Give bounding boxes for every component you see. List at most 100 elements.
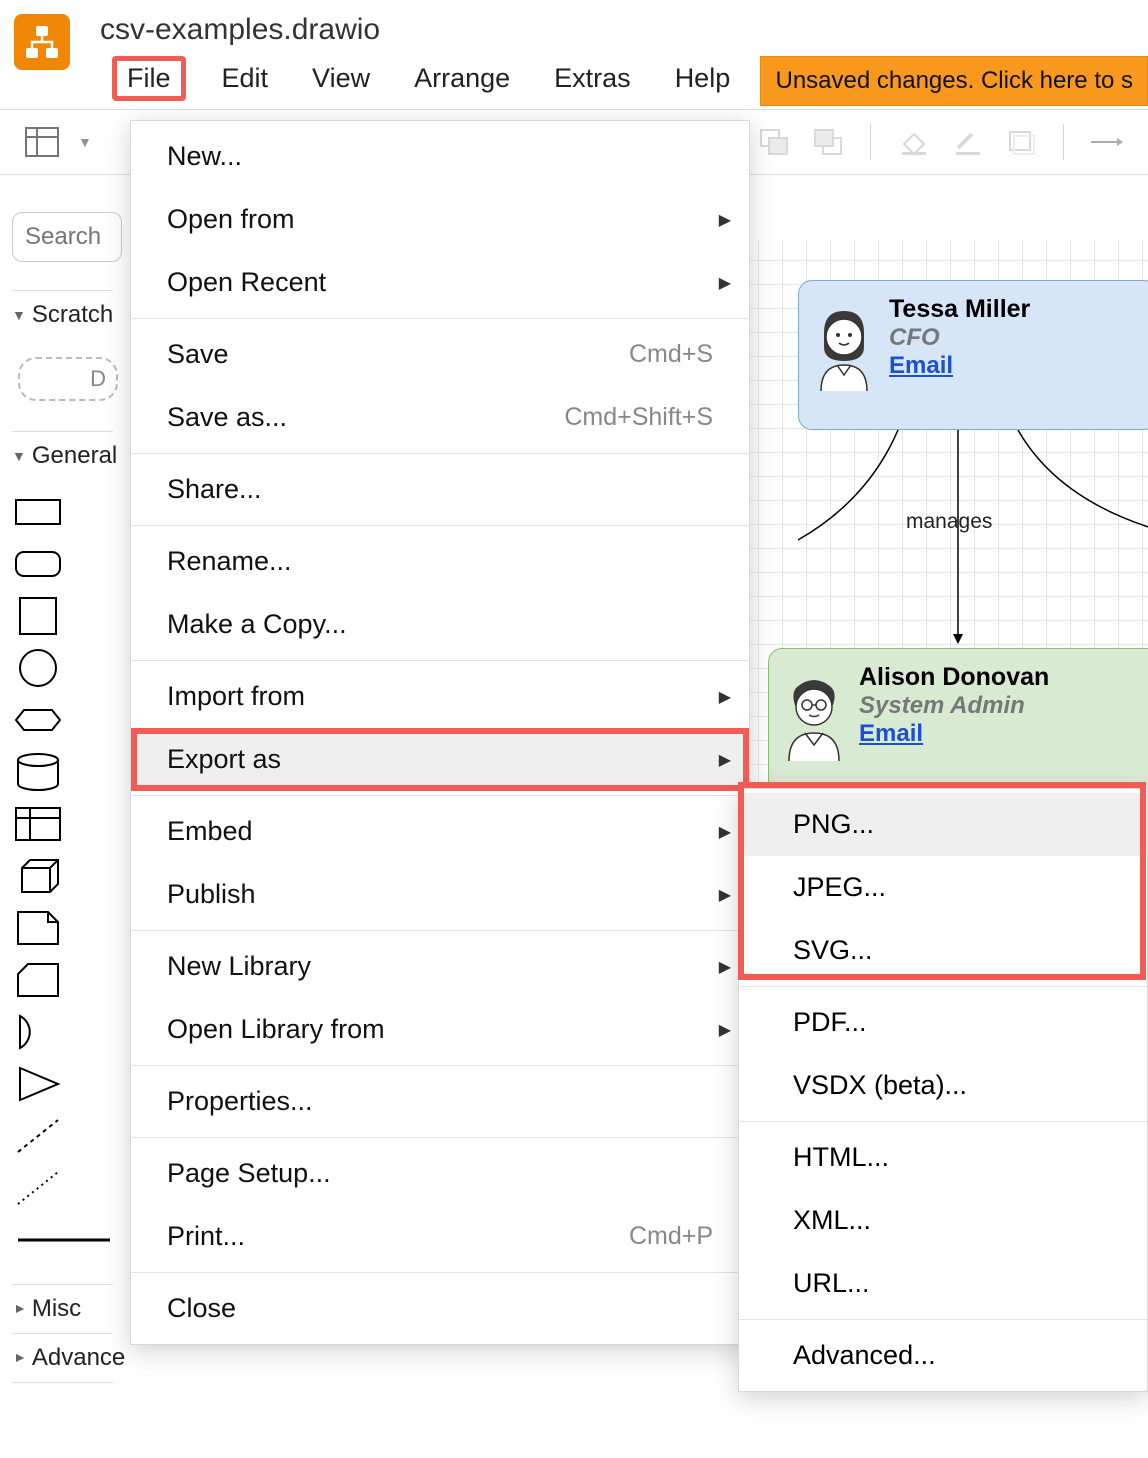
submenu-arrow-icon: ▶ bbox=[719, 822, 731, 842]
menu-item-close[interactable]: Close bbox=[131, 1277, 749, 1340]
export-item-url[interactable]: URL... bbox=[739, 1252, 1147, 1315]
shape-note[interactable] bbox=[14, 908, 62, 948]
menu-item-properties[interactable]: Properties... bbox=[131, 1070, 749, 1133]
shapes-palette bbox=[12, 480, 113, 1284]
menu-file[interactable]: File bbox=[112, 56, 186, 101]
menu-item-new[interactable]: New... bbox=[131, 125, 749, 188]
submenu-arrow-icon: ▶ bbox=[719, 1020, 731, 1040]
shape-dotline[interactable] bbox=[14, 1168, 62, 1208]
document-title[interactable]: csv-examples.drawio bbox=[100, 13, 380, 47]
menu-item-import-from[interactable]: Import from ▶ bbox=[131, 665, 749, 728]
menu-item-label: Save bbox=[167, 339, 229, 370]
node-tessa[interactable]: Tessa Miller CFO Email bbox=[798, 280, 1148, 430]
menu-help[interactable]: Help bbox=[667, 57, 739, 100]
submenu-arrow-icon: ▶ bbox=[719, 750, 731, 770]
node-email-link[interactable]: Email bbox=[889, 352, 953, 379]
shape-hexagon[interactable] bbox=[14, 700, 62, 740]
edge-label-manages: manages bbox=[906, 510, 992, 534]
shape-triangle[interactable] bbox=[14, 1064, 62, 1104]
unsaved-changes-banner[interactable]: Unsaved changes. Click here to s bbox=[760, 56, 1148, 106]
node-email-link[interactable]: Email bbox=[859, 720, 923, 747]
advanced-section[interactable]: ▼Advance bbox=[12, 1333, 113, 1383]
menu-item-label: New Library bbox=[167, 951, 311, 982]
shape-solidline[interactable] bbox=[14, 1220, 113, 1260]
shape-cube[interactable] bbox=[14, 856, 62, 896]
submenu-arrow-icon: ▶ bbox=[719, 273, 731, 293]
menu-view[interactable]: View bbox=[304, 57, 378, 100]
menu-item-embed[interactable]: Embed ▶ bbox=[131, 800, 749, 863]
line-color-icon[interactable] bbox=[949, 124, 985, 160]
dropdown-caret-icon[interactable]: ▼ bbox=[78, 134, 92, 150]
menu-item-label: Properties... bbox=[167, 1086, 313, 1117]
export-item-advanced[interactable]: Advanced... bbox=[739, 1324, 1147, 1387]
export-item-png[interactable]: PNG... bbox=[739, 793, 1147, 856]
menu-extras[interactable]: Extras bbox=[546, 57, 639, 100]
submenu-arrow-icon: ▶ bbox=[719, 957, 731, 977]
menu-item-rename[interactable]: Rename... bbox=[131, 530, 749, 593]
general-section[interactable]: ▼General bbox=[12, 431, 113, 480]
shape-rect[interactable] bbox=[14, 492, 62, 532]
menu-item-save[interactable]: SaveCmd+S bbox=[131, 323, 749, 386]
general-label: General bbox=[32, 442, 117, 470]
menu-item-publish[interactable]: Publish ▶ bbox=[131, 863, 749, 926]
node-alison[interactable]: Alison Donovan System Admin Email bbox=[768, 648, 1148, 798]
misc-section[interactable]: ▼Misc bbox=[12, 1284, 113, 1333]
left-panel: ▼Scratch D ▼General ▼Misc ▼Advance bbox=[0, 240, 125, 1383]
to-front-icon[interactable] bbox=[756, 124, 792, 160]
export-item-vsdx-beta[interactable]: VSDX (beta)... bbox=[739, 1054, 1147, 1117]
export-item-svg[interactable]: SVG... bbox=[739, 919, 1147, 982]
connection-icon[interactable] bbox=[1088, 124, 1124, 160]
avatar-icon bbox=[809, 303, 879, 393]
menu-item-print[interactable]: Print...Cmd+P bbox=[131, 1205, 749, 1268]
avatar-icon bbox=[779, 671, 849, 761]
menu-edit[interactable]: Edit bbox=[214, 57, 277, 100]
shadow-icon[interactable] bbox=[1003, 124, 1039, 160]
fill-color-icon[interactable] bbox=[895, 124, 931, 160]
export-item-xml[interactable]: XML... bbox=[739, 1189, 1147, 1252]
shape-square[interactable] bbox=[14, 596, 62, 636]
shape-table[interactable] bbox=[14, 804, 62, 844]
submenu-arrow-icon: ▶ bbox=[719, 687, 731, 707]
to-back-icon[interactable] bbox=[810, 124, 846, 160]
node-role: CFO bbox=[889, 324, 1139, 352]
menu-item-label: Import from bbox=[167, 681, 305, 712]
shape-cylinder[interactable] bbox=[14, 752, 62, 792]
menu-item-open-recent[interactable]: Open Recent▶ bbox=[131, 251, 749, 314]
advanced-label: Advance bbox=[32, 1344, 125, 1372]
menu-item-export-as[interactable]: Export as ▶ bbox=[131, 728, 749, 791]
shape-dashline[interactable] bbox=[14, 1116, 62, 1156]
export-item-html[interactable]: HTML... bbox=[739, 1126, 1147, 1189]
export-submenu: PNG...JPEG...SVG... PDF...VSDX (beta)... H… bbox=[738, 788, 1148, 1392]
shape-rounded[interactable] bbox=[14, 544, 62, 584]
menu-item-open-library-from[interactable]: Open Library from▶ bbox=[131, 998, 749, 1061]
submenu-arrow-icon: ▶ bbox=[719, 210, 731, 230]
menu-item-label: Share... bbox=[167, 474, 262, 505]
menu-item-save-as[interactable]: Save as... Cmd+Shift+S bbox=[131, 386, 749, 449]
menu-item-label: Save as... bbox=[167, 402, 287, 433]
menu-item-share[interactable]: Share... bbox=[131, 458, 749, 521]
search-input[interactable] bbox=[12, 212, 122, 262]
menu-item-label: Open from bbox=[167, 204, 295, 235]
menu-item-label: Make a Copy... bbox=[167, 609, 347, 640]
submenu-arrow-icon: ▶ bbox=[719, 885, 731, 905]
layout-icon[interactable] bbox=[24, 124, 60, 160]
export-item-jpeg[interactable]: JPEG... bbox=[739, 856, 1147, 919]
node-name: Alison Donovan bbox=[859, 663, 1148, 692]
shape-halfcircle[interactable] bbox=[14, 1012, 62, 1052]
menu-item-label: Print... bbox=[167, 1221, 245, 1252]
menu-item-new-library[interactable]: New Library ▶ bbox=[131, 935, 749, 998]
scratchpad-dropzone[interactable]: D bbox=[18, 357, 118, 401]
menu-item-label: Embed bbox=[167, 816, 253, 847]
shape-card[interactable] bbox=[14, 960, 62, 1000]
menu-arrange[interactable]: Arrange bbox=[406, 57, 518, 100]
misc-label: Misc bbox=[32, 1295, 81, 1323]
menu-item-shortcut: Cmd+Shift+S bbox=[564, 403, 713, 432]
menu-item-label: Publish bbox=[167, 879, 256, 910]
menu-item-page-setup[interactable]: Page Setup... bbox=[131, 1142, 749, 1205]
menu-item-open-from[interactable]: Open from ▶ bbox=[131, 188, 749, 251]
export-item-pdf[interactable]: PDF... bbox=[739, 991, 1147, 1054]
menu-item-label: Export as bbox=[167, 744, 281, 775]
menu-item-make-a-copy[interactable]: Make a Copy... bbox=[131, 593, 749, 656]
shape-circle[interactable] bbox=[14, 648, 62, 688]
scratchpad-section[interactable]: ▼Scratch bbox=[12, 290, 113, 339]
